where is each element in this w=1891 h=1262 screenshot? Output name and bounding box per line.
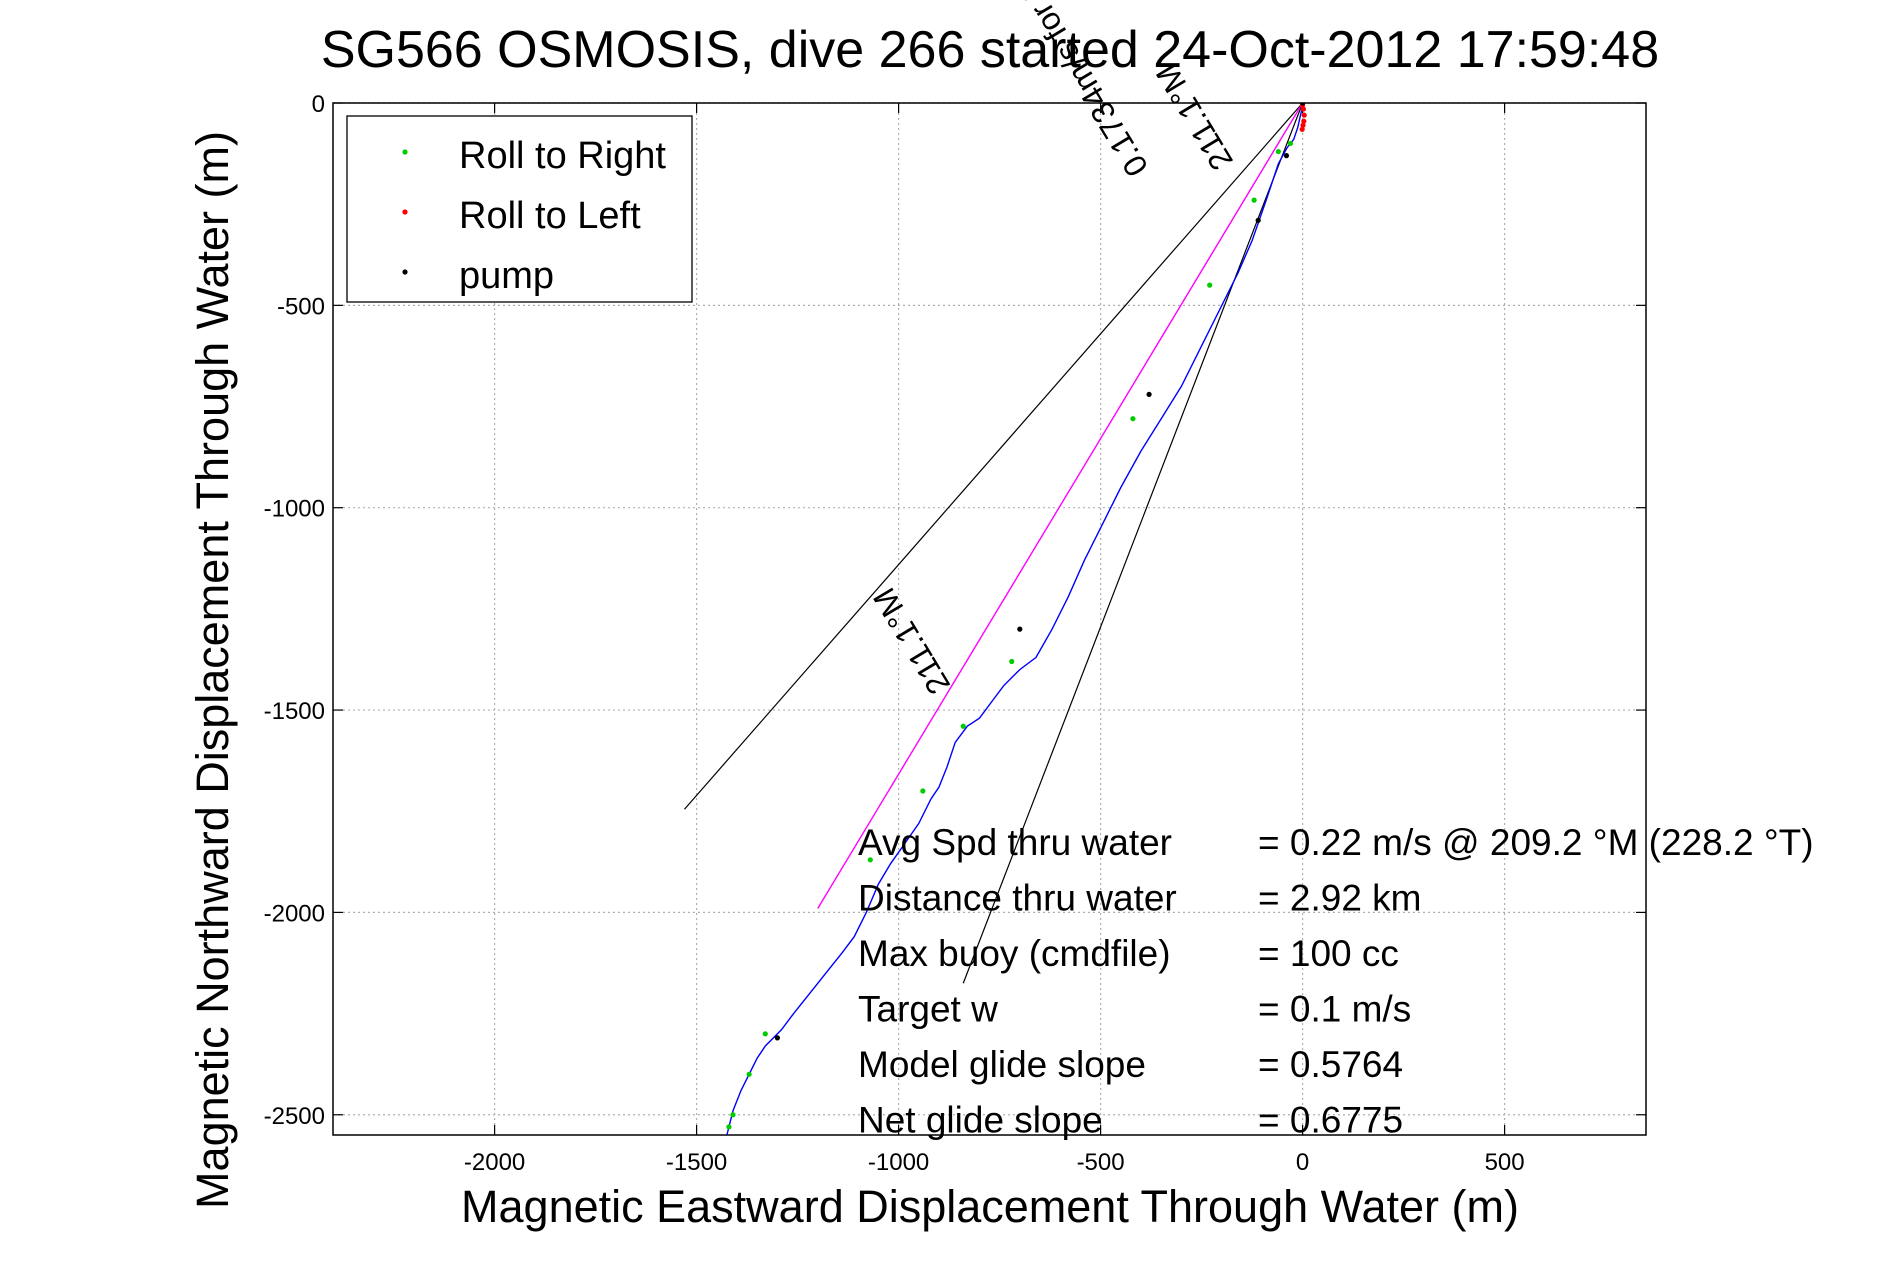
marker-roll-to-right xyxy=(920,788,926,794)
summary-label: Distance thru water xyxy=(858,878,1177,919)
marker-roll-to-left xyxy=(1300,122,1306,128)
cone-line xyxy=(684,103,1304,810)
summary-label: Net glide slope xyxy=(858,1100,1103,1141)
y-tick-label: -2500 xyxy=(264,1103,325,1130)
marker-roll-to-right xyxy=(762,1031,768,1037)
marker-pump xyxy=(1255,217,1261,223)
marker-roll-to-right xyxy=(1275,148,1281,155)
marker-roll-to-left xyxy=(1301,112,1307,118)
summary-value: = 0.6775 xyxy=(1258,1100,1403,1141)
marker-pump xyxy=(1146,391,1152,397)
plot-frame xyxy=(332,102,1647,1136)
legend-label: pump xyxy=(459,255,554,297)
legend-label: Roll to Right xyxy=(459,135,666,177)
y-tick-label: -1500 xyxy=(264,698,325,725)
summary-value: = 0.1 m/s xyxy=(1258,989,1411,1030)
cone-line xyxy=(962,103,1304,984)
x-tick-label: -1000 xyxy=(868,1149,929,1176)
marker-roll-to-right xyxy=(746,1071,752,1077)
marker-pump xyxy=(1300,103,1306,106)
summary-value: = 2.92 km xyxy=(1258,878,1422,919)
legend-marker xyxy=(402,269,408,275)
plot-clip-group xyxy=(684,103,1307,1135)
marker-roll-to-left xyxy=(1299,126,1305,132)
marker-roll-to-right xyxy=(726,1124,732,1130)
summary-value: = 0.5764 xyxy=(1258,1044,1403,1085)
marker-roll-to-left xyxy=(1300,106,1307,112)
y-tick-label: -2000 xyxy=(264,900,325,927)
marker-pump xyxy=(774,1035,781,1041)
marker-roll-to-right xyxy=(867,857,873,863)
legend-marker xyxy=(402,209,408,215)
summary-label: Max buoy (cmdfile) xyxy=(858,933,1171,974)
chart-title: SG566 OSMOSIS, dive 266 started 24-Oct-2… xyxy=(321,21,1659,79)
legend-label: Roll to Left xyxy=(459,195,641,237)
marker-roll-to-right xyxy=(1130,416,1136,422)
marker-roll-to-right xyxy=(1251,197,1257,203)
x-tick-label: 0 xyxy=(1296,1149,1309,1176)
y-axis-label: Magnetic Northward Displacement Through … xyxy=(187,131,238,1209)
summary-label: Target w xyxy=(858,989,998,1030)
marker-roll-to-right xyxy=(730,1112,736,1118)
marker-roll-to-left xyxy=(1301,118,1307,124)
y-tick-label: 0 xyxy=(312,91,325,118)
x-tick-label: -1500 xyxy=(666,1149,727,1176)
marker-roll-to-right xyxy=(1287,140,1294,147)
marker-pump xyxy=(1283,153,1290,159)
x-tick-label: -2000 xyxy=(464,1149,525,1176)
marker-roll-to-right xyxy=(1009,658,1015,665)
y-tick-label: -1000 xyxy=(264,496,325,523)
marker-roll-to-right xyxy=(1207,282,1213,288)
summary-value: = 0.22 m/s @ 209.2 °M (228.2 °T) xyxy=(1258,822,1814,863)
marker-roll-to-right xyxy=(960,723,966,729)
summary-label: Avg Spd thru water xyxy=(858,822,1172,863)
summary-value: = 100 cc xyxy=(1258,933,1399,974)
x-tick-label: -500 xyxy=(1077,1149,1125,1176)
x-tick-label: 500 xyxy=(1485,1149,1525,1176)
y-tick-label: -500 xyxy=(277,293,325,320)
summary-label: Model glide slope xyxy=(858,1044,1146,1085)
marker-pump xyxy=(1017,626,1023,632)
heading-line xyxy=(817,103,1304,909)
legend-marker xyxy=(402,149,408,155)
track-line xyxy=(726,103,1304,1135)
x-axis-label: Magnetic Eastward Displacement Through W… xyxy=(461,1181,1519,1232)
